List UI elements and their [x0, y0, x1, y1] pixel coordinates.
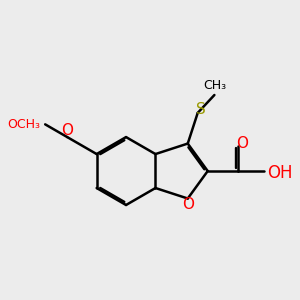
- Text: CH₃: CH₃: [203, 79, 226, 92]
- Text: OH: OH: [267, 164, 292, 182]
- Text: S: S: [196, 102, 205, 117]
- Text: O: O: [182, 197, 194, 212]
- Text: OCH₃: OCH₃: [7, 118, 40, 131]
- Text: O: O: [236, 136, 248, 152]
- Text: O: O: [61, 124, 73, 139]
